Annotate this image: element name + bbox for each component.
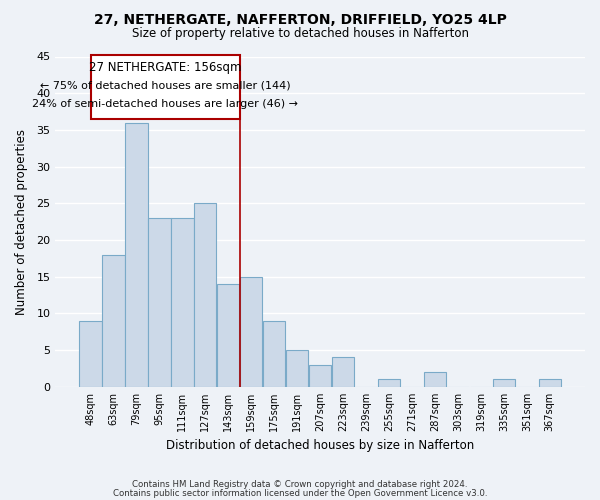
Bar [240,276,262,387]
Bar [332,358,354,387]
Bar [493,380,515,387]
Bar [194,204,217,387]
Bar [539,380,561,387]
Bar [263,320,286,387]
Bar [103,254,125,387]
Bar [217,284,239,387]
Y-axis label: Number of detached properties: Number of detached properties [15,128,28,314]
Text: Contains HM Land Registry data © Crown copyright and database right 2024.: Contains HM Land Registry data © Crown c… [132,480,468,489]
Text: 27 NETHERGATE: 156sqm: 27 NETHERGATE: 156sqm [89,61,241,74]
Bar [424,372,446,387]
FancyBboxPatch shape [91,55,240,119]
Text: Size of property relative to detached houses in Nafferton: Size of property relative to detached ho… [131,28,469,40]
Text: Contains public sector information licensed under the Open Government Licence v3: Contains public sector information licen… [113,488,487,498]
Bar [286,350,308,387]
Bar [378,380,400,387]
Bar [309,365,331,387]
Text: ← 75% of detached houses are smaller (144): ← 75% of detached houses are smaller (14… [40,81,290,91]
Bar [79,320,101,387]
Bar [171,218,194,387]
Bar [125,122,148,387]
Text: 27, NETHERGATE, NAFFERTON, DRIFFIELD, YO25 4LP: 27, NETHERGATE, NAFFERTON, DRIFFIELD, YO… [94,12,506,26]
Text: 24% of semi-detached houses are larger (46) →: 24% of semi-detached houses are larger (… [32,99,298,109]
Bar [148,218,170,387]
X-axis label: Distribution of detached houses by size in Nafferton: Distribution of detached houses by size … [166,440,474,452]
